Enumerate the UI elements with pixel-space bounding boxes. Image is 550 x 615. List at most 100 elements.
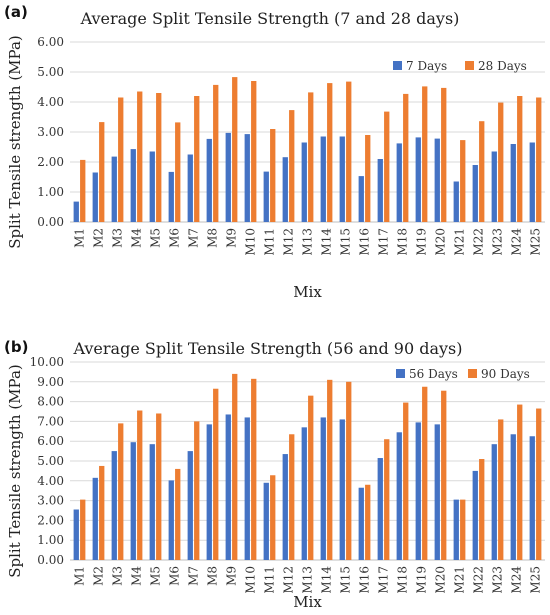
y-tick-label: 5.00 [37,454,64,468]
legend-swatch [468,369,477,378]
x-tick-label: M3 [111,566,125,586]
bar-56-days-m22 [472,470,478,560]
x-tick-label: M4 [130,228,144,248]
y-tick-label: 5.00 [37,65,64,79]
bar-56-days-m12 [282,454,288,560]
bar-7-days-m18 [396,143,402,222]
bar-7-days-m24 [510,144,516,222]
y-tick-label: 4.00 [37,95,64,109]
bar-90-days-m8 [213,388,219,560]
y-tick-label: 3.00 [37,494,64,508]
bar-28-days-m23 [498,102,504,222]
bar-7-days-m20 [434,138,440,222]
bar-28-days-m15 [346,81,352,222]
bar-7-days-m13 [301,142,307,222]
bar-7-days-m12 [282,157,288,222]
bar-28-days-m12 [289,110,295,222]
bar-56-days-m19 [415,422,421,560]
bar-90-days-m13 [308,395,314,560]
bar-90-days-m15 [346,381,352,560]
x-tick-label: M14 [320,228,334,256]
bar-56-days-m24 [510,434,516,560]
legend-label: 56 Days [409,367,458,381]
x-tick-label: M2 [92,566,106,586]
bar-28-days-m7 [194,96,200,222]
bar-90-days-m3 [118,423,124,560]
bar-90-days-m1 [80,499,86,560]
x-tick-label: M7 [187,566,201,586]
x-tick-label: M18 [396,566,410,594]
x-tick-label: M16 [358,228,372,256]
bar-90-days-m9 [232,373,238,560]
x-tick-label: M25 [529,566,543,594]
x-tick-label: M20 [434,566,448,594]
chart-panel-a: (a) Average Split Tensile Strength (7 and… [4,3,545,301]
bar-28-days-m22 [479,121,485,222]
bar-90-days-m4 [137,410,143,560]
x-tick-label: M17 [377,566,391,594]
panel-label: (a) [4,3,28,21]
x-tick-label: M25 [529,228,543,256]
bar-7-days-m15 [339,136,345,222]
x-tick-label: M24 [510,228,524,256]
x-tick-label: M8 [206,228,220,248]
bar-7-days-m10 [244,134,250,222]
legend-label: 7 Days [406,59,447,73]
bar-7-days-m25 [529,142,535,222]
x-tick-label: M5 [149,228,163,248]
x-tick-label: M8 [206,566,220,586]
x-tick-label: M19 [415,566,429,594]
y-tick-label: 1.00 [37,185,64,199]
legend-label: 90 Days [481,367,530,381]
y-tick-label: 10.00 [30,355,64,369]
x-tick-label: M1 [73,228,87,248]
bar-28-days-m8 [213,84,219,223]
bar-56-days-m16 [358,487,364,560]
bar-90-days-m25 [536,408,542,560]
bar-90-days-m11 [270,475,276,560]
bar-90-days-m20 [441,390,447,560]
bar-28-days-m3 [118,97,124,222]
x-tick-label: M1 [73,566,87,586]
x-tick-label: M21 [453,228,467,256]
x-tick-label: M19 [415,228,429,256]
x-tick-label: M2 [92,228,106,248]
bar-90-days-m19 [422,386,428,560]
x-tick-label: M7 [187,228,201,248]
x-tick-label: M17 [377,228,391,256]
x-tick-label: M6 [168,228,182,248]
bar-56-days-m25 [529,436,535,560]
x-tick-label: M22 [472,566,486,594]
bar-28-days-m13 [308,92,314,223]
x-tick-label: M15 [339,228,353,256]
bar-7-days-m8 [206,138,212,222]
y-axis-label: Split Tensile strength (MPa) [6,364,24,578]
x-tick-label: M13 [301,228,315,256]
bar-90-days-m22 [479,459,485,560]
bar-90-days-m6 [175,468,181,560]
bar-28-days-m21 [460,140,466,222]
bar-28-days-m5 [156,93,162,222]
bar-56-days-m14 [320,417,326,560]
bar-90-days-m2 [99,465,105,560]
x-tick-label: M13 [301,566,315,594]
bar-7-days-m1 [73,201,79,222]
bar-90-days-m5 [156,413,162,560]
bar-90-days-m21 [460,499,466,560]
bar-7-days-m6 [168,171,174,222]
bar-28-days-m16 [365,135,371,222]
y-tick-label: 4.00 [37,474,64,488]
y-tick-label: 6.00 [37,35,64,49]
bar-28-days-m18 [403,93,409,223]
bar-56-days-m21 [453,499,459,560]
legend: 56 Days 90 Days [396,367,530,381]
x-tick-label: M11 [263,228,277,256]
bar-56-days-m23 [491,444,497,560]
x-tick-label: M6 [168,566,182,586]
bar-7-days-m16 [358,176,364,222]
x-tick-label: M15 [339,566,353,594]
legend-swatch [393,61,402,70]
bar-56-days-m1 [73,509,79,560]
bar-90-days-m23 [498,419,504,560]
bar-56-days-m8 [206,424,212,560]
